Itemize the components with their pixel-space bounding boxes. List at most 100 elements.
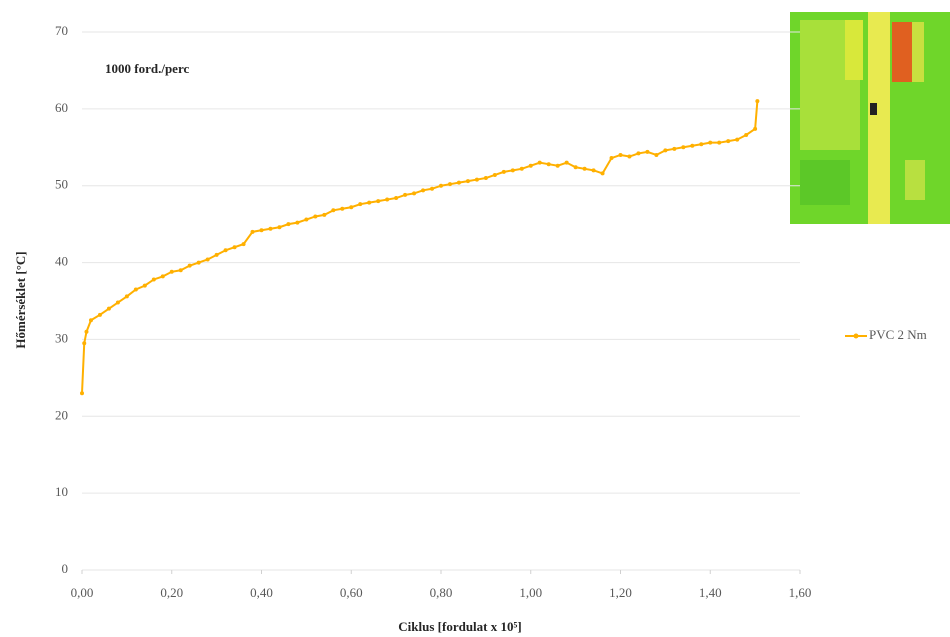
legend-label: PVC 2 Nm	[869, 327, 927, 342]
data-point	[520, 167, 524, 171]
data-point	[699, 142, 703, 146]
x-tick-label: 1,60	[789, 585, 812, 600]
data-point	[627, 155, 631, 159]
data-point	[376, 199, 380, 203]
data-point	[708, 141, 712, 145]
data-point	[502, 170, 506, 174]
data-point	[107, 307, 111, 311]
data-point	[744, 133, 748, 137]
data-point	[84, 330, 88, 334]
data-point	[197, 261, 201, 265]
data-point	[295, 221, 299, 225]
data-point	[170, 270, 174, 274]
data-point	[592, 168, 596, 172]
y-tick-label: 60	[55, 100, 68, 115]
legend-marker	[854, 334, 859, 339]
data-point	[80, 391, 84, 395]
data-point	[556, 164, 560, 168]
x-tick-label: 0,40	[250, 585, 273, 600]
data-point	[260, 228, 264, 232]
data-point	[421, 188, 425, 192]
data-point	[403, 193, 407, 197]
data-point	[98, 313, 102, 317]
data-point	[206, 257, 210, 261]
data-point	[313, 214, 317, 218]
data-point	[331, 208, 335, 212]
data-line	[82, 101, 757, 393]
data-point	[538, 161, 542, 165]
data-point	[475, 178, 479, 182]
data-point	[134, 287, 138, 291]
data-point	[448, 182, 452, 186]
x-tick-label: 1,40	[699, 585, 722, 600]
data-point	[152, 277, 156, 281]
data-point	[242, 242, 246, 246]
data-point	[367, 201, 371, 205]
data-point	[439, 184, 443, 188]
y-tick-label: 40	[55, 254, 68, 269]
x-tick-label: 1,20	[609, 585, 632, 600]
data-point	[251, 230, 255, 234]
data-point	[457, 181, 461, 185]
y-tick-label: 10	[55, 484, 68, 499]
y-tick-label: 30	[55, 330, 68, 345]
x-tick-label: 0,20	[160, 585, 183, 600]
y-tick-label: 0	[62, 561, 69, 576]
y-axis-label: Hőmérséklet [°C]	[13, 251, 28, 348]
data-point	[304, 218, 308, 222]
x-tick-label: 0,80	[430, 585, 453, 600]
x-tick-label: 0,60	[340, 585, 363, 600]
x-tick-label: 0,00	[71, 585, 94, 600]
data-point	[340, 207, 344, 211]
data-point	[286, 222, 290, 226]
data-point	[89, 318, 93, 322]
data-point	[663, 148, 667, 152]
data-point	[565, 161, 569, 165]
data-point	[511, 168, 515, 172]
data-point	[690, 144, 694, 148]
data-point	[753, 127, 757, 131]
data-point	[161, 274, 165, 278]
data-point	[125, 294, 129, 298]
data-point	[717, 141, 721, 145]
data-point	[672, 147, 676, 151]
data-point	[574, 165, 578, 169]
data-point	[636, 151, 640, 155]
data-point	[322, 213, 326, 217]
data-point	[601, 171, 605, 175]
data-point	[394, 196, 398, 200]
y-tick-label: 20	[55, 407, 68, 422]
data-point	[645, 150, 649, 154]
data-point	[430, 187, 434, 191]
data-point	[179, 268, 183, 272]
data-point	[215, 253, 219, 257]
data-point	[143, 284, 147, 288]
data-point	[610, 156, 614, 160]
annotation: 1000 ford./perc	[105, 61, 189, 76]
data-point	[188, 264, 192, 268]
data-point	[619, 153, 623, 157]
data-point	[116, 301, 120, 305]
y-tick-label: 50	[55, 177, 68, 192]
data-point	[654, 153, 658, 157]
data-point	[277, 225, 281, 229]
y-tick-label: 70	[55, 23, 68, 38]
page: {"chart_data": {"type": "line", "annotat…	[0, 0, 950, 637]
data-point	[493, 173, 497, 177]
data-point	[466, 179, 470, 183]
data-point	[529, 164, 533, 168]
data-point	[681, 145, 685, 149]
data-point	[755, 99, 759, 103]
data-point	[82, 341, 86, 345]
data-point	[233, 245, 237, 249]
chart: 1000 ford./perc Ciklus [fordulat x 10⁵] …	[0, 0, 950, 637]
data-point	[349, 205, 353, 209]
thermal-image	[790, 12, 950, 224]
x-axis-label: Ciklus [fordulat x 10⁵]	[398, 619, 521, 634]
data-point	[358, 202, 362, 206]
data-point	[268, 227, 272, 231]
data-point	[412, 191, 416, 195]
x-tick-label: 1,00	[519, 585, 542, 600]
data-point	[735, 138, 739, 142]
data-point	[224, 248, 228, 252]
